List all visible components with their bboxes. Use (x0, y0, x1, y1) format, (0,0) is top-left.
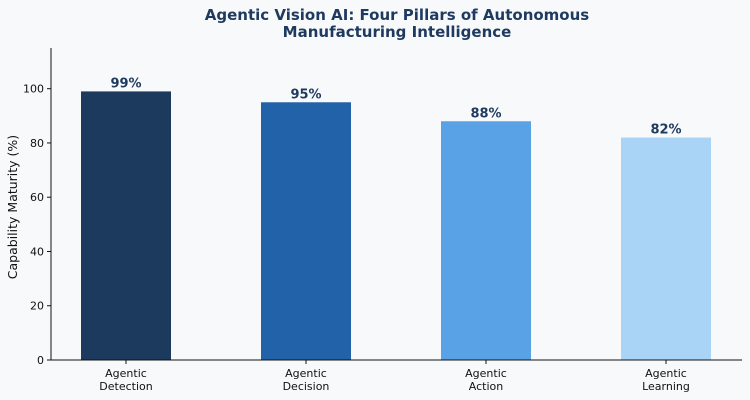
bar-value-label: 82% (650, 123, 681, 138)
x-tick-label: Detection (99, 380, 152, 393)
x-tick-label: Agentic (285, 367, 327, 380)
y-axis-ticks: 0 20 40 60 80 100 (23, 83, 51, 367)
y-tick-label: 40 (30, 245, 44, 258)
x-axis-ticks: AgenticDetectionAgenticDecisionAgenticAc… (99, 360, 690, 393)
y-tick-label: 20 (30, 300, 44, 313)
chart-title-line-1: Agentic Vision AI: Four Pillars of Auton… (205, 6, 590, 24)
bar-value-label: 99% (110, 76, 141, 91)
chart-title: Agentic Vision AI: Four Pillars of Auton… (205, 6, 590, 41)
y-tick-label: 0 (37, 354, 44, 367)
x-tick-label: Decision (283, 380, 330, 393)
y-tick-label: 60 (30, 191, 44, 204)
y-tick-label: 80 (30, 137, 44, 150)
bars (81, 91, 711, 361)
bar (621, 137, 711, 360)
x-tick-label: Agentic (105, 367, 147, 380)
y-axis-label: Capability Maturity (%) (5, 135, 20, 279)
x-tick-label: Learning (642, 380, 690, 393)
x-tick-label: Agentic (465, 367, 507, 380)
bar-value-label: 88% (470, 106, 501, 121)
bar (261, 102, 351, 361)
data-labels: 99% 95% 88% 82% (110, 76, 681, 137)
y-tick-label: 100 (23, 83, 44, 96)
chart-title-line-2: Manufacturing Intelligence (283, 23, 512, 41)
bar (441, 121, 531, 361)
x-tick-label: Agentic (645, 367, 687, 380)
bar (81, 91, 171, 361)
bar-value-label: 95% (290, 87, 321, 102)
x-tick-label: Action (469, 380, 503, 393)
